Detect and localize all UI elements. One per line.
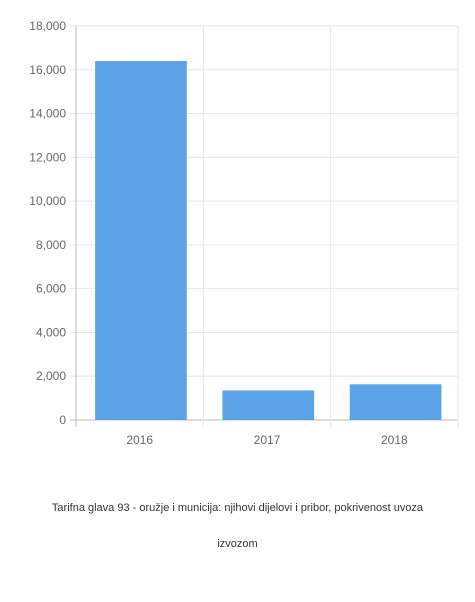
y-tick-label: 10,000: [29, 194, 66, 208]
y-tick-label: 8,000: [36, 238, 66, 252]
bar-2018: [349, 384, 442, 420]
y-tick-label: 12,000: [29, 150, 66, 164]
y-tick-label: 0: [59, 413, 66, 427]
y-tick-label: 6,000: [36, 282, 66, 296]
y-tick-label: 18,000: [29, 19, 66, 33]
axes: 0 2,000 4,000 6,000 8,000 10,000 12,000 14,000 1…: [29, 19, 408, 447]
x-tick-label: 2018: [381, 433, 408, 447]
bars: [95, 61, 442, 421]
chart-caption: Tarifna glava 93 - oružje i municija: nj…: [20, 490, 455, 562]
bar-2016: [95, 61, 187, 421]
x-tick-label: 2016: [126, 433, 153, 447]
y-tick-label: 14,000: [29, 107, 66, 121]
x-tick-label: 2017: [254, 433, 281, 447]
bar-chart: 0 2,000 4,000 6,000 8,000 10,000 12,000 14,000 1…: [29, 19, 459, 447]
bar-2017: [222, 390, 315, 420]
y-tick-label: 16,000: [29, 63, 66, 77]
y-tick-label: 2,000: [36, 369, 66, 383]
y-tick-label: 4,000: [36, 325, 66, 339]
caption-line-2: izvozom: [217, 538, 258, 550]
caption-line-1: Tarifna glava 93 - oružje i municija: nj…: [51, 502, 424, 514]
